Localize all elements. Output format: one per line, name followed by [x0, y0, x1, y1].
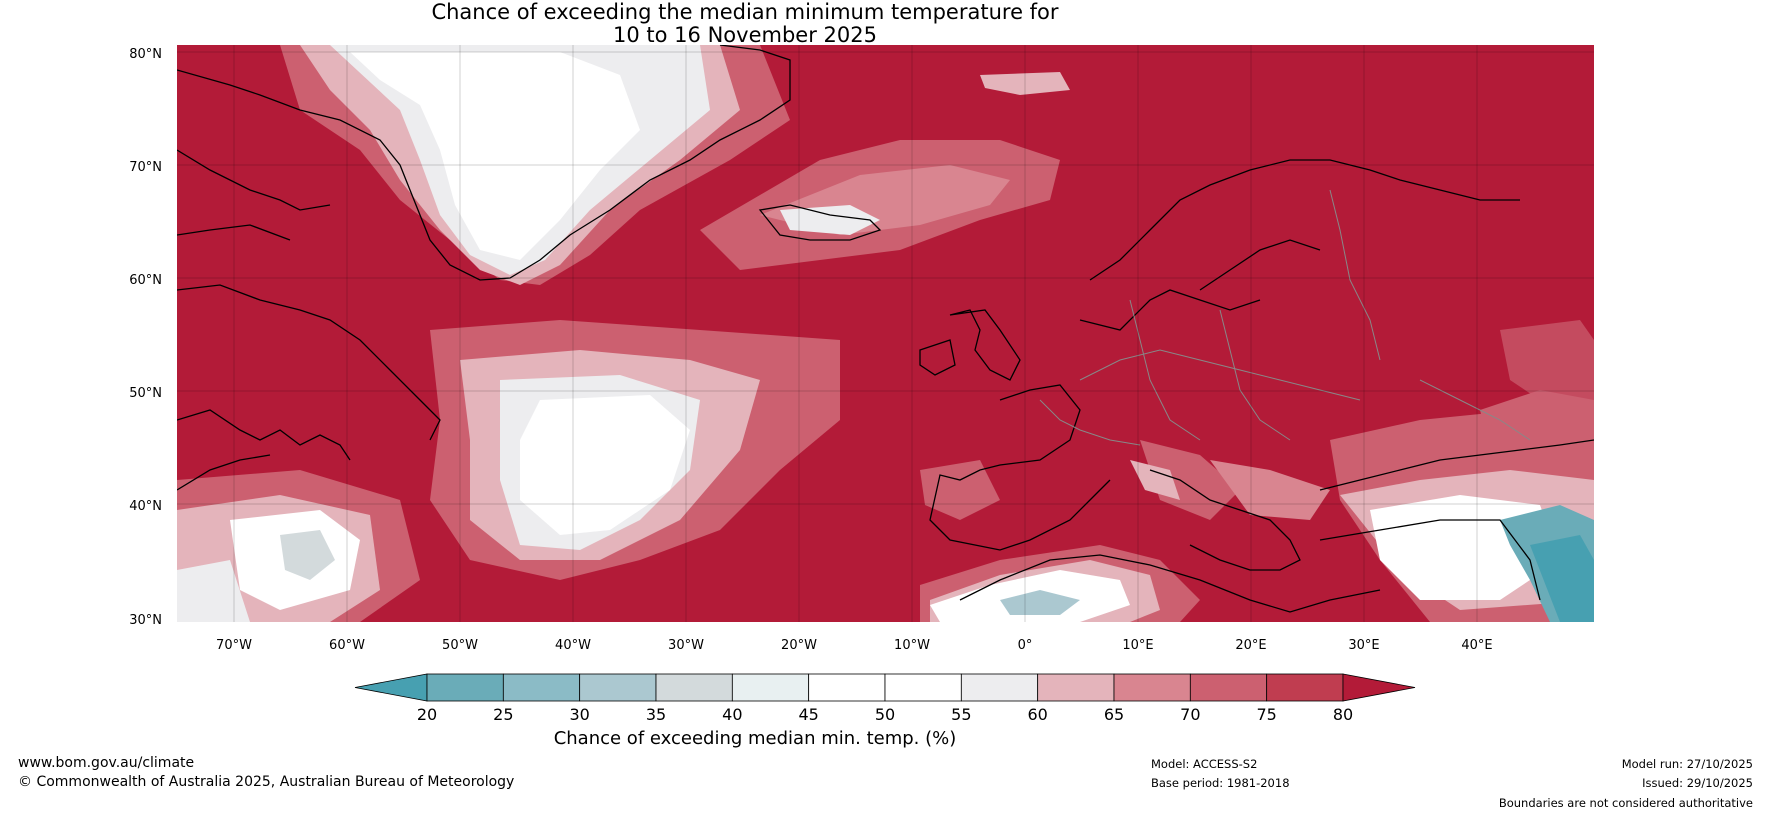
- lat-label-70n: 70°N: [129, 160, 162, 175]
- lon-label-40w: 40°W: [555, 638, 591, 653]
- colorbar-tick-label: 50: [874, 705, 896, 724]
- model-run-text: Model run: 27/10/2025: [1621, 757, 1753, 771]
- colorbar-segment: [579, 673, 657, 702]
- website-text: www.bom.gov.au/climate: [18, 755, 195, 771]
- coastlines: [177, 45, 1594, 613]
- colorbar-segment: [960, 673, 1039, 702]
- lon-label-40e: 40°E: [1461, 638, 1493, 653]
- country-borders: [1039, 189, 1531, 446]
- colorbar-tick-label: 25: [493, 705, 514, 724]
- colorbar-segment: [426, 673, 504, 702]
- model-text: Model: ACCESS-S2: [1151, 757, 1258, 771]
- map-gridlines: [177, 45, 1594, 622]
- colorbar-tick-label: 45: [798, 705, 819, 724]
- map-title-line2: 10 to 16 November 2025: [613, 23, 877, 47]
- lat-label-80n: 80°N: [129, 47, 162, 62]
- north-africa-anomaly-region: [920, 545, 1200, 622]
- colorbar-tick-label: 80: [1332, 705, 1354, 724]
- colorbar-tick-label: 60: [1027, 705, 1048, 724]
- lon-label-10w: 10°W: [894, 638, 930, 653]
- lon-label-60w: 60°W: [329, 638, 365, 653]
- lon-label-0: 0°: [1017, 638, 1033, 653]
- colorbar-label: Chance of exceeding median min. temp. (%…: [553, 728, 957, 749]
- colorbar-lower-extension: [354, 673, 428, 702]
- colorbar-tick-label: 55: [951, 705, 972, 724]
- colorbar-tick-label: 70: [1180, 705, 1201, 724]
- lat-label-50n: 50°N: [129, 386, 162, 401]
- colorbar-tick-label: 30: [569, 705, 590, 724]
- lon-label-50w: 50°W: [442, 638, 478, 653]
- greenland-anomaly-region: [280, 45, 790, 285]
- lat-label-40n: 40°N: [129, 499, 162, 514]
- colorbar-tick-label: 40: [722, 705, 743, 724]
- western-atlantic-anomaly-region: [177, 470, 420, 622]
- colorbar-segment: [1189, 673, 1268, 702]
- lon-label-30w: 30°W: [668, 638, 704, 653]
- lon-label-70w: 70°W: [216, 638, 252, 653]
- colorbar-tick-label: 65: [1103, 705, 1125, 724]
- colorbar-tick-label: 35: [645, 705, 667, 724]
- colorbar-segment: [655, 673, 733, 702]
- colorbar-segment: [1037, 673, 1115, 702]
- base-period-text: Base period: 1981-2018: [1151, 776, 1290, 790]
- colorbar-segment: [1266, 673, 1344, 702]
- mid-atlantic-anomaly-region: [430, 320, 840, 580]
- lon-label-20e: 20°E: [1235, 638, 1267, 653]
- colorbar-tick-label: 20: [416, 705, 438, 724]
- lat-label-60n: 60°N: [129, 273, 162, 288]
- lon-label-10e: 10°E: [1122, 638, 1154, 653]
- colorbar-segment: [731, 673, 810, 702]
- map-title-line1: Chance of exceeding the median minimum t…: [431, 0, 1059, 24]
- lon-label-20w: 20°W: [781, 638, 817, 653]
- colorbar-segment: [502, 673, 581, 702]
- norwegian-sea-anomaly-region: [700, 72, 1070, 270]
- colorbar-segment: [1113, 673, 1191, 702]
- lon-label-30e: 30°E: [1348, 638, 1380, 653]
- colorbar-tick-label: 75: [1256, 705, 1277, 724]
- disclaimer-text: Boundaries are not considered authoritat…: [1498, 796, 1753, 810]
- lat-label-30n: 30°N: [129, 613, 162, 628]
- issued-text: Issued: 29/10/2025: [1642, 776, 1753, 790]
- colorbar-segment: [884, 673, 962, 702]
- colorbar-segment: [808, 673, 886, 702]
- colorbar-upper-extension: [1342, 673, 1416, 702]
- copyright-text: © Commonwealth of Australia 2025, Austra…: [18, 774, 515, 790]
